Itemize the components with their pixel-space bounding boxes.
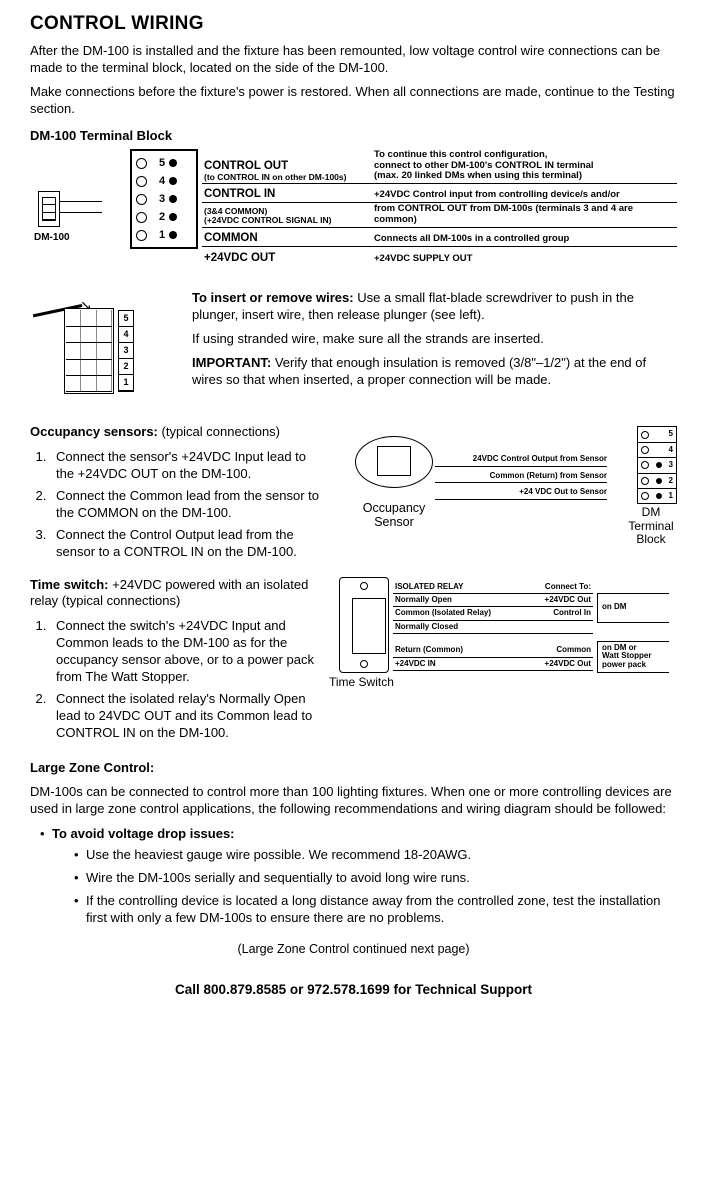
page-title: CONTROL WIRING (30, 12, 677, 37)
dm-terminal-label: DM Terminal Block (621, 506, 681, 546)
footer-support: Call 800.879.8585 or 972.578.1699 for Te… (30, 981, 677, 999)
term-desc: +24VDC SUPPLY OUT (374, 254, 675, 264)
ts-cell: Return (Common) (395, 645, 535, 655)
timeswitch-steps: Connect the switch's +24VDC Input and Co… (30, 618, 325, 741)
occupancy-steps: Connect the sensor's +24VDC Input lead t… (30, 449, 325, 560)
term-num: 3 (159, 192, 165, 206)
list-item: Use the heaviest gauge wire possible. We… (74, 847, 677, 864)
voltage-drop-item: To avoid voltage drop issues: Use the he… (40, 826, 677, 926)
wire-label: +24 VDC Out to Sensor (435, 487, 607, 499)
wire-insert-section: ↘ 54321 To insert or remove wires: Use a… (30, 290, 677, 410)
term-sub: (to CONTROL IN on other DM-100s) (204, 173, 374, 182)
insert-head: To insert or remove wires: (192, 290, 354, 305)
list-item: Connect the isolated relay's Normally Op… (50, 691, 325, 742)
term-num: 5 (159, 156, 165, 170)
occupancy-heading: Occupancy sensors: (30, 424, 158, 439)
important-label: IMPORTANT: (192, 355, 271, 370)
timeswitch-diagram: Time Switch ISOLATED RELAYConnect To: No… (335, 577, 677, 707)
term-num: 1 (159, 228, 165, 242)
wire-insert-illustration: ↘ 54321 (30, 290, 170, 410)
ts-cell: Normally Closed (395, 622, 535, 632)
ts-note: on DM (597, 593, 669, 623)
list-item: Connect the Control Output lead from the… (50, 527, 325, 561)
ts-cell: Common (Isolated Relay) (395, 608, 535, 618)
occupancy-diagram: Occupancy Sensor 24VDC Control Output fr… (335, 424, 677, 564)
voltage-drop-heading: To avoid voltage drop issues: (52, 826, 235, 841)
timeswitch-heading: Time switch: (30, 577, 109, 592)
sensor-label: Occupancy Sensor (351, 502, 437, 530)
ts-note: on DM or Watt Stopper power pack (597, 641, 669, 673)
ts-cell: Common (535, 645, 591, 655)
dm100-label: DM-100 (34, 231, 70, 244)
continued-note: (Large Zone Control continued next page) (30, 941, 677, 957)
wire-label: 24VDC Control Output from Sensor (435, 454, 607, 466)
terminal-block-diagram: DM-100 5 4 3 2 1 CONTROL OUT(to CONTROL … (30, 149, 677, 266)
terminal-block-heading: DM-100 Terminal Block (30, 128, 677, 145)
term-label: CONTROL IN (204, 188, 275, 200)
term-num: 4 (159, 174, 165, 188)
ts-cell: Normally Open (395, 595, 535, 605)
list-item: Connect the sensor's +24VDC Input lead t… (50, 449, 325, 483)
lzc-heading: Large Zone Control: (30, 760, 677, 777)
terminal-descriptions: CONTROL OUT(to CONTROL IN on other DM-10… (202, 149, 677, 266)
list-item: If the controlling device is located a l… (74, 893, 677, 927)
term-desc: from CONTROL OUT from DM-100s (terminals… (374, 204, 675, 225)
occupancy-sub: (typical connections) (158, 424, 280, 439)
ts-cell: +24VDC Out (535, 595, 591, 605)
insert-text2: If using stranded wire, make sure all th… (192, 331, 677, 348)
term-num: 2 (159, 210, 165, 224)
list-item: Connect the switch's +24VDC Input and Co… (50, 618, 325, 686)
terminal-box: 5 4 3 2 1 (130, 149, 198, 249)
ts-cell (535, 622, 591, 632)
lzc-paragraph: DM-100s can be connected to control more… (30, 784, 677, 818)
list-item: Connect the Common lead from the sensor … (50, 488, 325, 522)
ts-cell: Control In (535, 608, 591, 618)
intro-paragraph-1: After the DM-100 is installed and the fi… (30, 43, 677, 77)
term-sub: (+24VDC CONTROL SIGNAL IN) (204, 216, 374, 225)
term-desc: To continue this control configuration, … (374, 150, 675, 181)
term-label: CONTROL OUT (204, 160, 288, 172)
term-desc: Connects all DM-100s in a controlled gro… (374, 234, 675, 244)
ts-cell: Connect To: (535, 582, 591, 592)
timeswitch-label: Time Switch (329, 675, 394, 691)
ts-cell: ISOLATED RELAY (395, 582, 535, 592)
list-item: Wire the DM-100s serially and sequential… (74, 870, 677, 887)
term-label: COMMON (204, 232, 258, 244)
intro-paragraph-2: Make connections before the fixture's po… (30, 84, 677, 118)
term-desc: +24VDC Control input from controlling de… (374, 190, 675, 200)
ts-cell: +24VDC Out (535, 659, 591, 669)
wire-label: Common (Return) from Sensor (435, 471, 607, 483)
term-label: +24VDC OUT (204, 252, 275, 264)
ts-cell: +24VDC IN (395, 659, 535, 669)
